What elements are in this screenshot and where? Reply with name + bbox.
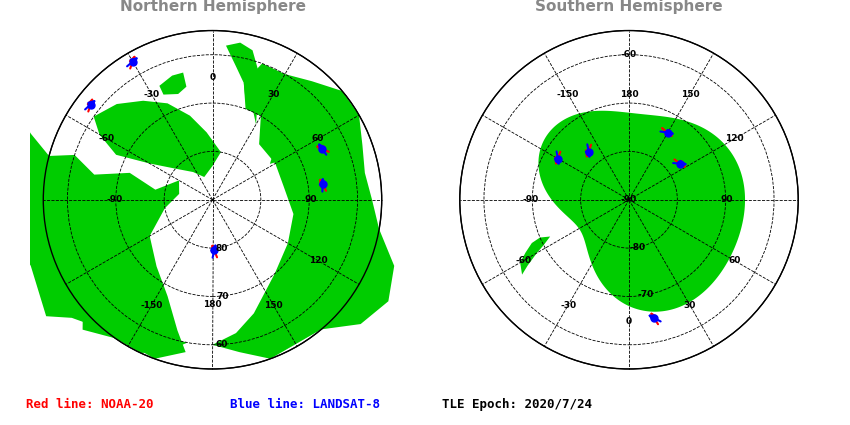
Text: 60: 60 <box>312 134 324 143</box>
Text: 60: 60 <box>728 256 740 265</box>
Text: -150: -150 <box>557 90 579 99</box>
Text: -60: -60 <box>621 50 637 59</box>
Polygon shape <box>0 108 185 359</box>
Polygon shape <box>82 309 187 353</box>
Text: -30: -30 <box>560 301 576 310</box>
Polygon shape <box>538 111 745 312</box>
Text: 60: 60 <box>216 340 229 349</box>
Text: 150: 150 <box>681 90 700 99</box>
Polygon shape <box>160 73 186 95</box>
Text: Blue line: LANDSAT-8: Blue line: LANDSAT-8 <box>230 398 379 411</box>
Text: 120: 120 <box>725 134 744 143</box>
Circle shape <box>43 31 382 369</box>
Text: -90: -90 <box>523 195 539 204</box>
Text: -60: -60 <box>515 256 531 265</box>
Text: 70: 70 <box>216 292 229 301</box>
Polygon shape <box>520 237 550 275</box>
Text: 30: 30 <box>683 301 696 310</box>
Text: -90: -90 <box>106 195 122 204</box>
Polygon shape <box>94 101 221 177</box>
Text: 90: 90 <box>304 195 317 204</box>
Text: 150: 150 <box>264 301 283 310</box>
Text: -60: -60 <box>99 134 115 143</box>
Text: 0: 0 <box>626 317 632 326</box>
Title: Southern Hemisphere: Southern Hemisphere <box>536 0 722 14</box>
Text: 90: 90 <box>721 195 734 204</box>
Text: 0: 0 <box>209 74 216 82</box>
Polygon shape <box>212 63 394 359</box>
Text: -90: -90 <box>620 195 638 204</box>
Circle shape <box>460 31 798 369</box>
Text: 180: 180 <box>203 300 222 309</box>
Text: -80: -80 <box>629 243 645 252</box>
Polygon shape <box>270 144 284 164</box>
Text: -30: -30 <box>144 90 160 99</box>
Text: 120: 120 <box>309 256 327 265</box>
Text: 80: 80 <box>216 244 229 252</box>
Text: Red line: NOAA-20: Red line: NOAA-20 <box>26 398 153 411</box>
Text: TLE Epoch: 2020/7/24: TLE Epoch: 2020/7/24 <box>442 398 592 411</box>
Title: Northern Hemisphere: Northern Hemisphere <box>120 0 305 14</box>
Polygon shape <box>226 42 258 125</box>
Text: -70: -70 <box>638 290 654 300</box>
Text: 180: 180 <box>620 91 638 99</box>
Text: 30: 30 <box>267 90 280 99</box>
Text: -150: -150 <box>140 301 162 310</box>
